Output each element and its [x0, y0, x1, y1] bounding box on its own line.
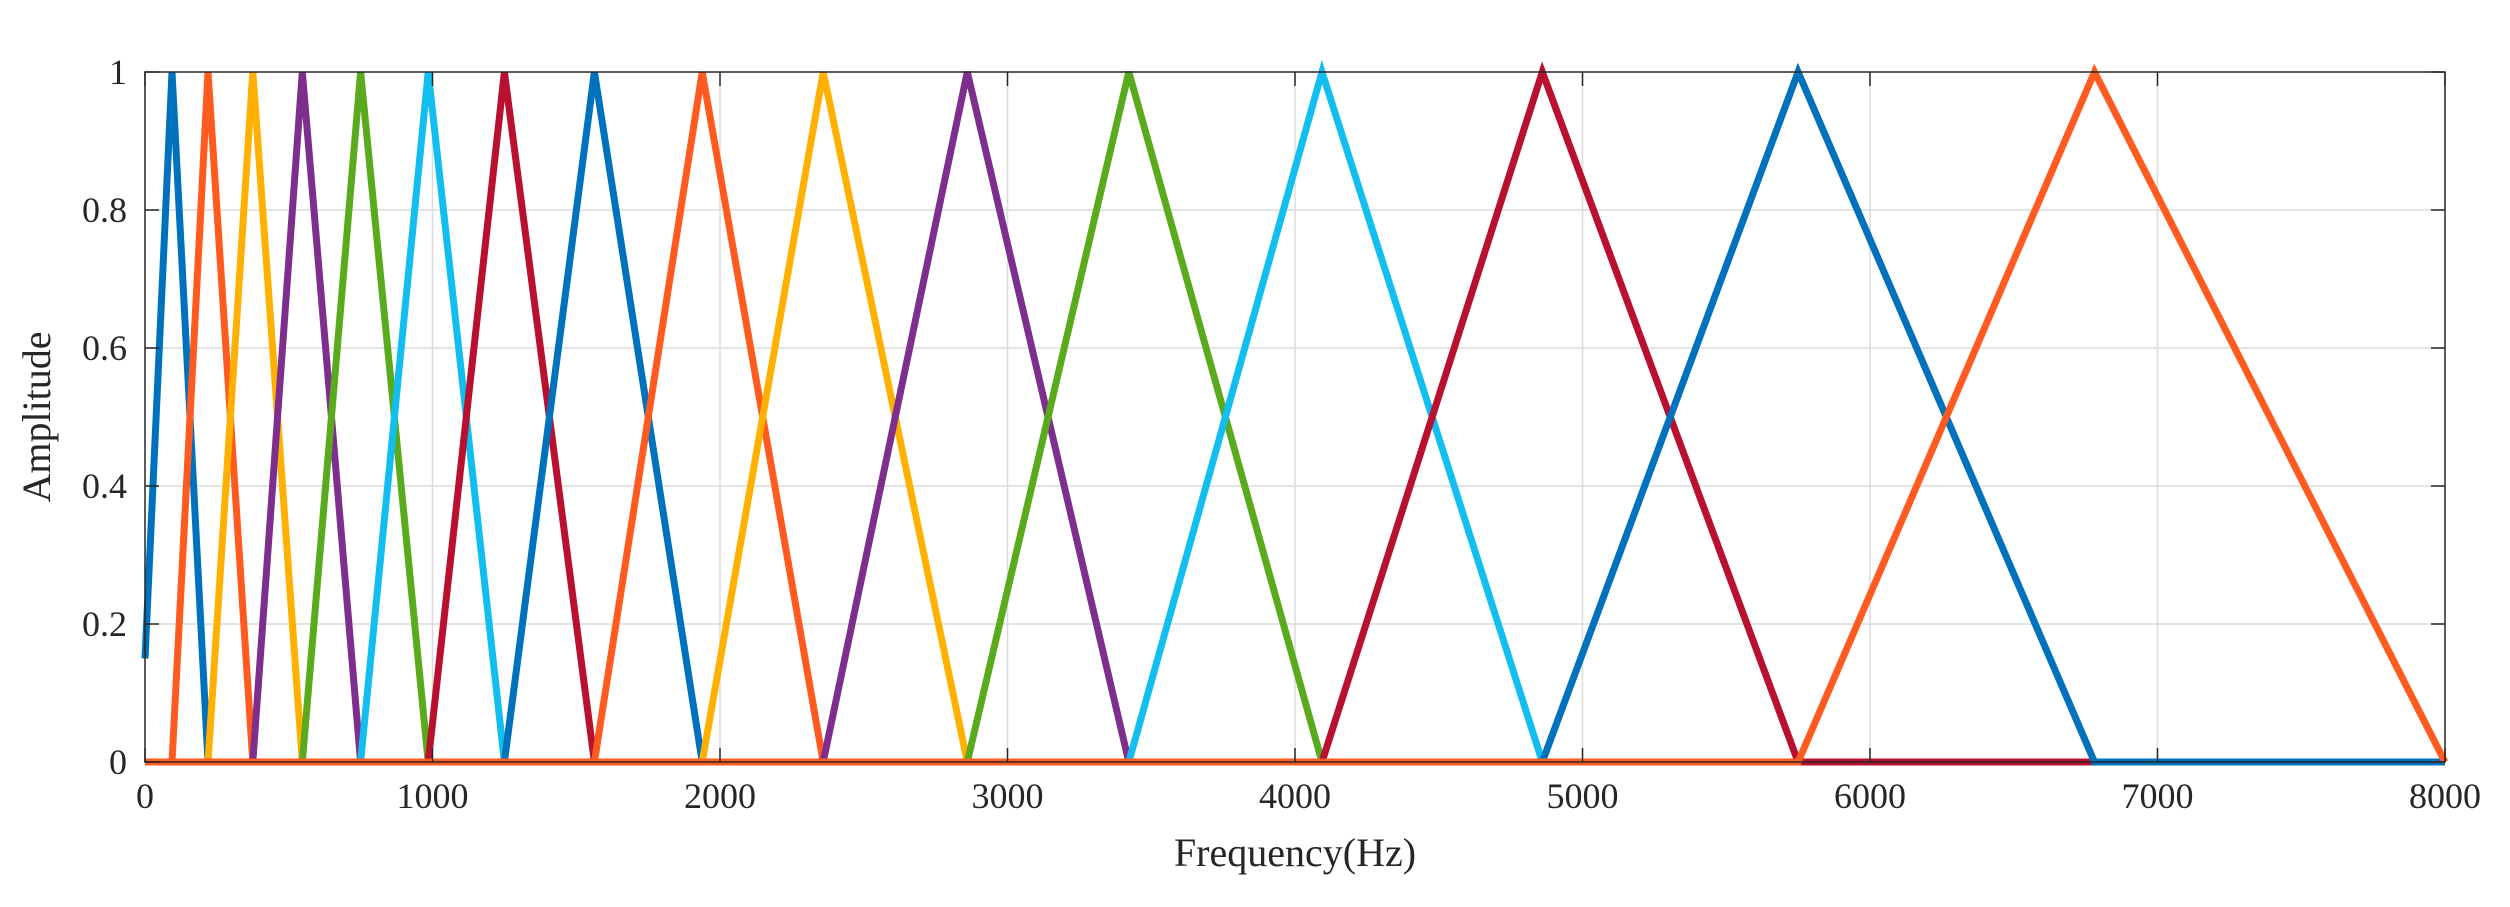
y-tick-label: 0.8: [82, 190, 127, 230]
x-tick-label: 3000: [972, 776, 1044, 816]
y-tick-label: 0.6: [82, 328, 127, 368]
x-tick-label: 6000: [1834, 776, 1906, 816]
y-tick-label: 1: [109, 52, 127, 92]
y-axis-title: Amplitude: [14, 331, 59, 502]
grid-lines: [145, 72, 2445, 762]
x-tick-label: 4000: [1259, 776, 1331, 816]
axis-ticks: [144, 71, 2446, 763]
x-axis-title: Frequency(Hz): [1174, 830, 1416, 875]
y-tick-label: 0.4: [82, 466, 127, 506]
x-tick-label: 7000: [2122, 776, 2194, 816]
x-tick-label: 2000: [684, 776, 756, 816]
x-tick-label: 1000: [397, 776, 469, 816]
x-tick-label: 5000: [1547, 776, 1619, 816]
y-tick-label: 0: [109, 742, 127, 782]
x-tick-labels: 0 1000 2000 3000 4000 5000 6000 7000 8000: [136, 776, 2481, 816]
y-tick-label: 0.2: [82, 604, 127, 644]
x-tick-label: 0: [136, 776, 154, 816]
x-tick-label: 8000: [2409, 776, 2481, 816]
y-tick-labels: 0 0.2 0.4 0.6 0.8 1: [82, 52, 127, 782]
